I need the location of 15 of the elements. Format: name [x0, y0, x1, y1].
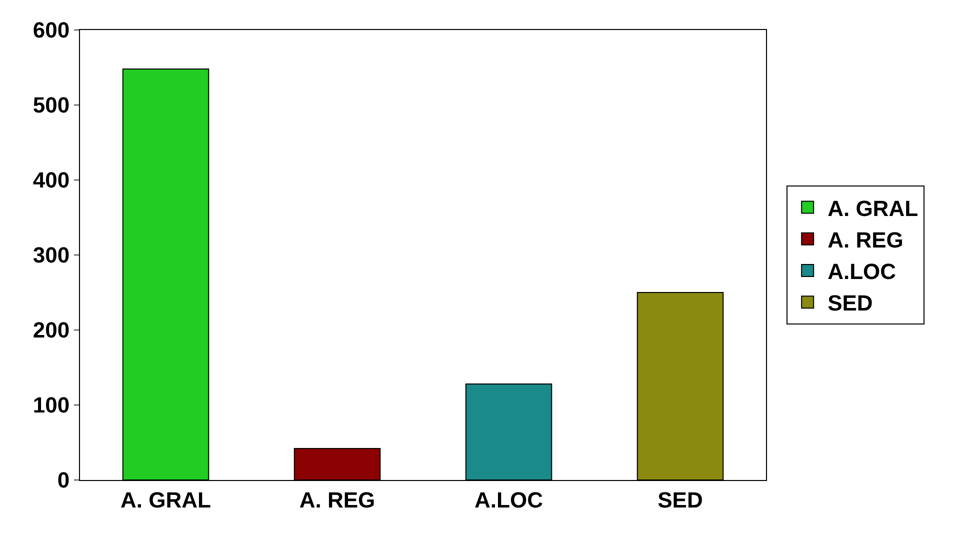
y-tick-label: 600: [32, 18, 70, 43]
y-tick-label: 400: [32, 168, 70, 193]
y-tick-label: 200: [32, 318, 70, 343]
legend-label: A.LOC: [828, 259, 896, 284]
x-tick-label: A. REG: [299, 487, 376, 512]
legend-label: SED: [828, 290, 873, 316]
legend-label: A. GRAL: [828, 196, 918, 221]
x-tick-label: A.LOC: [474, 487, 544, 512]
x-tick-label: SED: [658, 487, 703, 512]
y-tick-label: 0: [57, 468, 70, 493]
legend-label: A. REG: [828, 227, 904, 252]
x-tick-label: A. GRAL: [120, 487, 211, 512]
y-tick-label: 100: [32, 392, 70, 418]
y-tick-label: 300: [32, 242, 70, 268]
y-tick-label: 500: [32, 92, 70, 118]
